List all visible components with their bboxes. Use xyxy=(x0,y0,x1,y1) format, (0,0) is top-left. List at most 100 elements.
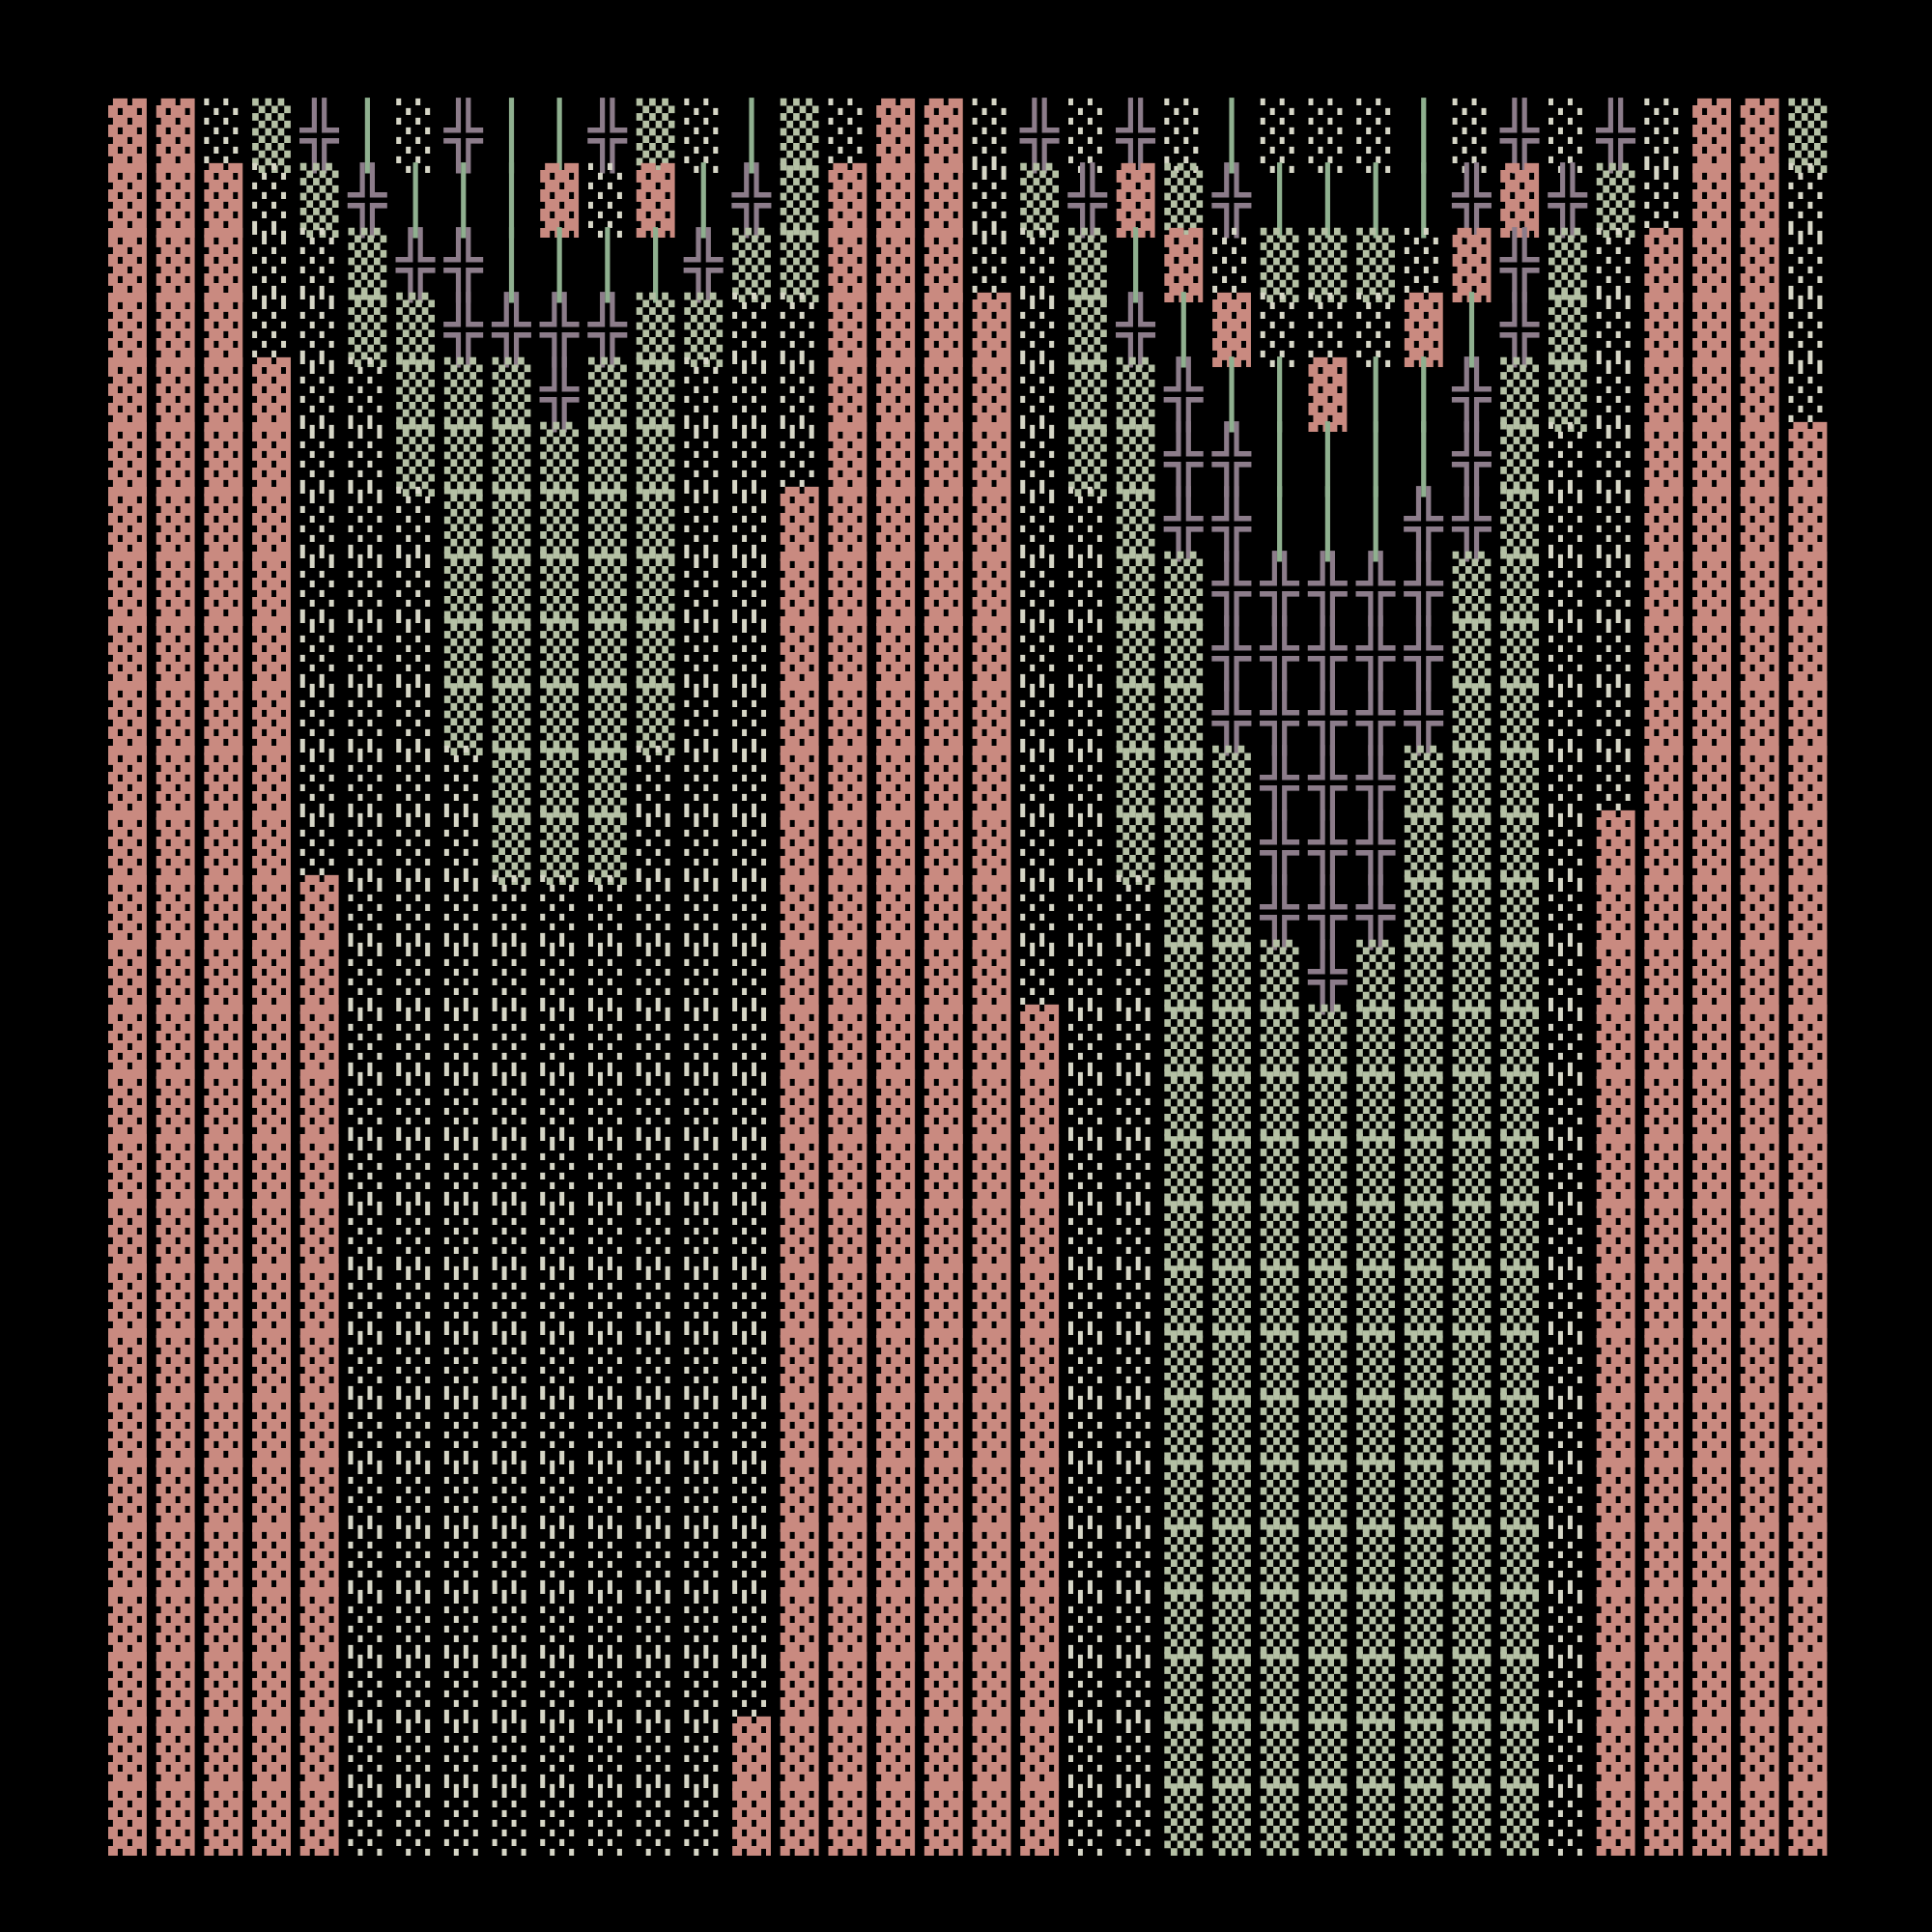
ascii-cell: ▓ xyxy=(973,1068,1011,1144)
ascii-cell: ▓ xyxy=(924,680,963,755)
ascii-row: ▓ ▓ ▓ ▓ ▓ ░ ░ ░ ░ ░ ░ ░ ░ ░ ▓ ▓ ▓ ▓ ▓ ▓ ░ ░ ▒ ▒ ▒ ▒ ▒ ▒ ▒ ▒ ░ ▓ ▓ ▓ ▓ ▓ xyxy=(108,1004,1828,1079)
ascii-cell: ▒ xyxy=(588,810,627,885)
ascii-cell: ▓ xyxy=(781,1586,819,1662)
ascii-cell: ▓ xyxy=(300,1068,339,1144)
ascii-cell: ▒ xyxy=(1356,1068,1395,1144)
ascii-cell: ░ xyxy=(1068,1521,1107,1597)
ascii-cell: ▒ xyxy=(1548,292,1587,367)
ascii-cell: │ xyxy=(1309,486,1348,562)
ascii-cell: ░ xyxy=(396,615,435,691)
ascii-cell: ░ xyxy=(1789,227,1828,302)
ascii-cell: ░ xyxy=(252,162,291,238)
ascii-cell: ░ xyxy=(396,1133,435,1208)
ascii-cell: ▓ xyxy=(1741,1716,1779,1791)
ascii-cell: ▒ xyxy=(1309,1327,1348,1403)
ascii-cell: ▒ xyxy=(1309,1651,1348,1726)
ascii-cell: │ xyxy=(349,98,387,174)
ascii-cell: ▒ xyxy=(781,162,819,238)
ascii-cell: ░ xyxy=(1117,1133,1155,1208)
ascii-cell: ▓ xyxy=(1789,745,1828,820)
ascii-cell: ▓ xyxy=(781,939,819,1014)
ascii-cell: ░ xyxy=(1548,1780,1587,1856)
ascii-cell: ▓ xyxy=(1644,1651,1683,1726)
ascii-cell: ░ xyxy=(349,745,387,820)
ascii-cell: ▓ xyxy=(1692,1521,1731,1597)
ascii-cell: ▓ xyxy=(781,1780,819,1856)
ascii-cell: ▓ xyxy=(204,162,242,238)
ascii-cell: ▓ xyxy=(1644,1780,1683,1856)
ascii-cell: ▓ xyxy=(156,1198,195,1273)
ascii-cell: ▓ xyxy=(829,1457,867,1532)
ascii-cell: ▓ xyxy=(108,939,147,1014)
ascii-cell: ▒ xyxy=(1500,1263,1539,1338)
ascii-cell: ░ xyxy=(396,1716,435,1791)
ascii-cell: ▒ xyxy=(1117,356,1155,432)
ascii-cell: ▓ xyxy=(973,292,1011,367)
ascii-cell: ╬ xyxy=(443,98,484,174)
ascii-cell: ▓ xyxy=(252,421,291,497)
ascii-cell: ▓ xyxy=(781,1133,819,1208)
ascii-cell: ▓ xyxy=(156,162,195,238)
ascii-cell: ░ xyxy=(1117,1521,1155,1597)
ascii-cell: ░ xyxy=(732,1392,771,1467)
ascii-cell: ▓ xyxy=(1741,421,1779,497)
ascii-cell: ▒ xyxy=(540,551,579,626)
ascii-cell: ▒ xyxy=(1068,292,1107,367)
ascii-cell: ▓ xyxy=(156,98,195,173)
ascii-cell: ░ xyxy=(349,1780,387,1856)
ascii-cell: ▓ xyxy=(973,551,1011,626)
ascii-cell: ▓ xyxy=(108,874,147,950)
ascii-cell: ▓ xyxy=(204,1521,242,1597)
ascii-cell: ▒ xyxy=(1212,1004,1251,1079)
ascii-cell: ▓ xyxy=(300,1327,339,1403)
ascii-cell: ░ xyxy=(396,1263,435,1338)
ascii-cell: ▒ xyxy=(1453,1716,1492,1791)
ascii-cell: ░ xyxy=(1068,1586,1107,1662)
ascii-cell: ▒ xyxy=(1453,1457,1492,1532)
ascii-cell: ▒ xyxy=(1500,810,1539,885)
ascii-cell: ░ xyxy=(1068,939,1107,1014)
ascii-cell: ▓ xyxy=(973,939,1011,1014)
ascii-cell: ▓ xyxy=(1020,1780,1059,1856)
ascii-cell: ░ xyxy=(444,1198,483,1273)
ascii-cell: ░ xyxy=(444,1651,483,1726)
ascii-cell: ▓ xyxy=(540,162,579,238)
ascii-cell: ░ xyxy=(349,1457,387,1532)
ascii-cell: ▓ xyxy=(1692,1327,1731,1403)
ascii-cell: ░ xyxy=(444,745,483,820)
ascii-cell: ░ xyxy=(684,551,723,626)
ascii-cell: │ xyxy=(493,98,531,174)
ascii-cell: ▓ xyxy=(1692,227,1731,302)
ascii-cell: ▓ xyxy=(924,1586,963,1662)
ascii-cell: ▓ xyxy=(1741,1521,1779,1597)
ascii-cell: ░ xyxy=(349,486,387,561)
ascii-cell: ▓ xyxy=(204,486,242,561)
ascii-cell: ▓ xyxy=(924,1133,963,1208)
ascii-cell: ░ xyxy=(1117,1780,1155,1856)
ascii-cell: ░ xyxy=(349,810,387,885)
ascii-cell: ▒ xyxy=(1500,874,1539,950)
ascii-cell: ░ xyxy=(540,1327,579,1403)
ascii-cell: ▓ xyxy=(1597,1327,1635,1403)
ascii-cell: ▒ xyxy=(1309,227,1348,302)
ascii-cell: ░ xyxy=(349,1327,387,1403)
ascii-cell: ▒ xyxy=(588,551,627,626)
ascii-cell: ░ xyxy=(1789,162,1828,238)
ascii-cell: ▒ xyxy=(493,486,531,561)
ascii-cell: ▓ xyxy=(973,1521,1011,1597)
ascii-cell: ░ xyxy=(540,1392,579,1467)
ascii-cell: ░ xyxy=(1597,551,1635,626)
ascii-cell: ▒ xyxy=(637,486,675,561)
ascii-cell: ▒ xyxy=(1453,1392,1492,1467)
ascii-cell: ░ xyxy=(1068,551,1107,626)
ascii-cell: ▓ xyxy=(876,939,915,1014)
ascii-cell: ▓ xyxy=(876,98,915,173)
ascii-cell: ▓ xyxy=(973,1392,1011,1467)
ascii-cell: ▒ xyxy=(1548,227,1587,302)
ascii-cell: ▒ xyxy=(1212,1198,1251,1273)
ascii-cell: ▓ xyxy=(1789,1392,1828,1467)
ascii-cell: ░ xyxy=(396,1198,435,1273)
ascii-cell: ╬ xyxy=(1260,874,1300,951)
ascii-cell: ▓ xyxy=(204,745,242,820)
ascii-cell: ░ xyxy=(1068,486,1107,561)
